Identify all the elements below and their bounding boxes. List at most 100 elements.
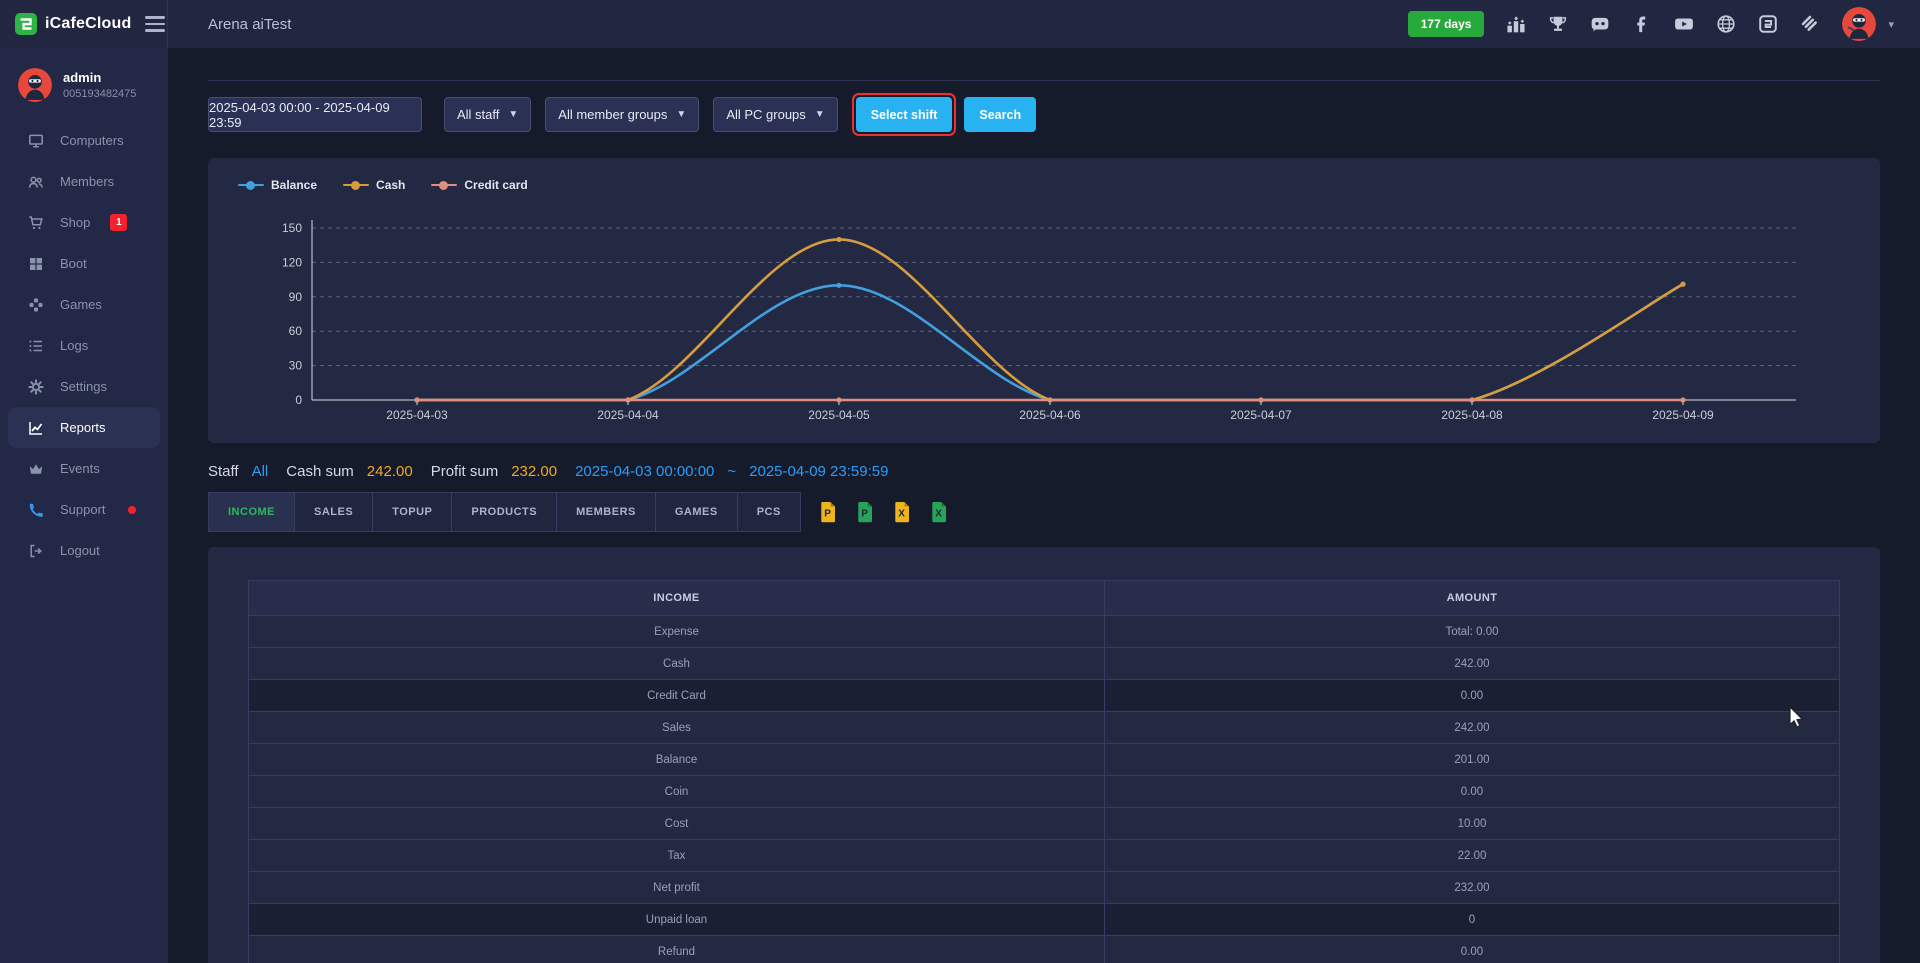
sidebar-item-settings[interactable]: Settings <box>8 366 160 407</box>
reports-icon <box>28 420 44 436</box>
legend-label: Balance <box>271 178 318 192</box>
sidebar-item-label: Boot <box>60 256 87 271</box>
export-pdf-green-icon[interactable]: P <box>855 501 875 523</box>
tab-games[interactable]: GAMES <box>654 492 738 532</box>
sidebar-item-computers[interactable]: Computers <box>8 120 160 161</box>
amount-cell: 0.00 <box>1103 679 1841 712</box>
sidebar-item-events[interactable]: Events <box>8 448 160 489</box>
sidebar-item-reports[interactable]: Reports <box>8 407 160 448</box>
select-shift-button[interactable]: Select shift <box>855 97 953 132</box>
report-tabs: INCOME SALES TOPUP PRODUCTS MEMBERS GAMES PCS <box>208 492 801 532</box>
legend-item-credit-card[interactable]: Credit card <box>431 178 528 192</box>
globe-icon[interactable] <box>1716 14 1736 34</box>
staff-label: Staff <box>208 463 239 480</box>
sidebar-item-logs[interactable]: Logs <box>8 325 160 366</box>
legend-item-balance[interactable]: Balance <box>238 178 317 192</box>
trophy-icon[interactable] <box>1548 14 1568 34</box>
staff-select[interactable]: All staff ▼ <box>444 97 532 132</box>
svg-text:X: X <box>898 509 905 520</box>
legend-item-cash[interactable]: Cash <box>343 178 405 192</box>
amount-cell: 10.00 <box>1103 807 1841 840</box>
boot-icon <box>28 256 44 272</box>
stack-icon[interactable] <box>1800 14 1820 34</box>
support-icon <box>28 502 44 518</box>
chevron-down-icon: ▼ <box>508 109 519 120</box>
profit-sum-label: Profit sum <box>430 463 499 480</box>
logs-icon <box>28 338 44 354</box>
table-row: Coin 0.00 <box>248 775 1841 808</box>
sidebar-item-label: Reports <box>60 420 106 435</box>
sidebar-item-label: Support <box>60 502 106 517</box>
app-logo[interactable]: iCafeCloud <box>14 12 131 36</box>
amount-cell: 0.00 <box>1103 935 1841 963</box>
sidebar-item-shop[interactable]: Shop 1 <box>8 202 160 243</box>
icafecloud-brand-icon[interactable] <box>1758 14 1778 34</box>
svg-text:30: 30 <box>289 359 303 373</box>
legend-marker <box>431 180 458 190</box>
export-pdf-yellow-icon[interactable]: P <box>818 501 838 523</box>
svg-text:2025-04-03: 2025-04-03 <box>386 408 448 422</box>
search-button[interactable]: Search <box>964 97 1037 132</box>
chevron-down-icon[interactable]: ▾ <box>1888 18 1894 31</box>
svg-text:150: 150 <box>282 221 302 235</box>
sidebar-menu: Computers Members Shop 1 Boot Games Logs Settin… <box>0 120 168 571</box>
amount-cell: 232.00 <box>1103 871 1841 904</box>
content-divider <box>208 80 1880 81</box>
sidebar-item-boot[interactable]: Boot <box>8 243 160 284</box>
user-avatar[interactable] <box>1842 7 1877 41</box>
legend-label: Credit card <box>464 178 528 192</box>
income-table-panel: INCOME AMOUNT Expense Total: 0.00 Cash 242.00… <box>208 547 1880 963</box>
range-tilde: ~ <box>727 463 737 480</box>
sidebar-item-support[interactable]: Support <box>8 489 160 530</box>
date-range-input[interactable]: 2025-04-03 00:00 - 2025-04-09 23:59 <box>208 97 422 132</box>
tab-sales[interactable]: SALES <box>294 492 374 532</box>
income-cell: Balance <box>248 743 1105 776</box>
tab-members[interactable]: MEMBERS <box>556 492 656 532</box>
sidebar-user[interactable]: admin 005193482475 <box>0 48 168 112</box>
subscription-days-badge[interactable]: 177 days <box>1407 11 1485 37</box>
sidebar-item-label: Logs <box>60 338 89 353</box>
tab-topup[interactable]: TOPUP <box>372 492 453 532</box>
member-groups-select[interactable]: All member groups ▼ <box>545 97 700 132</box>
sidebar-user-id: 005193482475 <box>63 88 137 100</box>
table-row: Refund 0.00 <box>248 935 1841 963</box>
income-table: INCOME AMOUNT Expense Total: 0.00 Cash 242.00… <box>248 580 1841 963</box>
svg-text:120: 120 <box>282 255 302 269</box>
table-row: Net profit 232.00 <box>248 871 1841 904</box>
income-cell: Cost <box>248 807 1105 840</box>
chevron-down-icon: ▼ <box>814 109 825 120</box>
sidebar-item-members[interactable]: Members <box>8 161 160 202</box>
tab-products[interactable]: PRODUCTS <box>451 492 558 532</box>
export-excel-green-icon[interactable]: X <box>929 501 949 523</box>
table-header-amount: AMOUNT <box>1103 580 1841 616</box>
income-cell: Net profit <box>248 871 1105 904</box>
income-cell: Expense <box>248 615 1105 648</box>
table-row: Cost 10.00 <box>248 807 1841 840</box>
facebook-icon[interactable] <box>1632 14 1652 34</box>
sidebar-item-games[interactable]: Games <box>8 284 160 325</box>
sidebar-user-name: admin <box>63 70 102 85</box>
table-row: Cash 242.00 <box>248 647 1841 680</box>
export-excel-yellow-icon[interactable]: X <box>892 501 912 523</box>
table-row: Expense Total: 0.00 <box>248 615 1841 648</box>
amount-cell: 22.00 <box>1103 839 1841 872</box>
range-end: 2025-04-09 23:59:59 <box>749 463 889 480</box>
discord-icon[interactable] <box>1590 14 1610 34</box>
svg-text:60: 60 <box>289 324 303 338</box>
table-row: Tax 22.00 <box>248 839 1841 872</box>
computers-icon <box>28 133 44 149</box>
pc-groups-select[interactable]: All PC groups ▼ <box>713 97 838 132</box>
topbar-logo-area: iCafeCloud <box>0 0 168 48</box>
ranking-icon[interactable] <box>1506 14 1526 34</box>
sidebar-item-label: Shop <box>60 215 91 230</box>
menu-toggle-icon[interactable] <box>145 16 166 32</box>
tab-income[interactable]: INCOME <box>208 492 295 532</box>
table-row: Balance 201.00 <box>248 743 1841 776</box>
topbar: iCafeCloud Arena aiTest 177 days ▾ <box>0 0 1920 48</box>
youtube-icon[interactable] <box>1674 14 1694 34</box>
sidebar-item-label: Logout <box>60 543 100 558</box>
tab-pcs[interactable]: PCS <box>736 492 801 532</box>
sidebar-item-logout[interactable]: Logout <box>8 530 160 571</box>
svg-text:0: 0 <box>295 393 302 407</box>
